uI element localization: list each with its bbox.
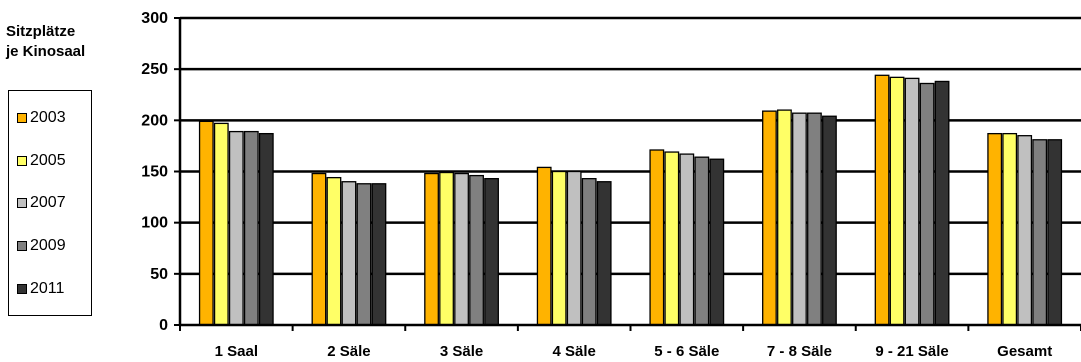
- legend-label-2007: 2007: [30, 194, 66, 211]
- x-tick-label-2: 2 Säle: [327, 343, 370, 360]
- bar-2011-3: [484, 178, 499, 326]
- x-tick-labels: 1 Saal 2 Säle 3 Säle 4 Säle 5 - 6 Säle 7 - 8 …: [215, 343, 1053, 360]
- legend-swatch-2005: [17, 156, 27, 166]
- bar-2005-5: [664, 151, 680, 326]
- bar-2007-8: [1017, 135, 1033, 326]
- y-tick-label-100: 100: [141, 215, 168, 232]
- bar-2003-6: [762, 110, 777, 326]
- y-tick-label-0: 0: [159, 317, 168, 334]
- bar-2009-8: [1032, 139, 1048, 326]
- bar-2007-1: [228, 130, 244, 326]
- legend-label-2005: 2005: [30, 152, 66, 169]
- bar-2007-2: [341, 181, 357, 326]
- y-axis-label-line-1: Sitzplätze: [6, 23, 76, 40]
- legend-label-2003: 2003: [30, 109, 66, 126]
- y-tick-label-200: 200: [141, 112, 168, 129]
- bar-2005-7: [889, 76, 905, 326]
- bar-2009-6: [807, 112, 822, 326]
- legend-swatch-2003: [17, 113, 27, 123]
- legend-label-2011: 2011: [30, 280, 65, 297]
- y-tick-label-150: 150: [141, 164, 168, 181]
- legend-item-2007: 2007: [17, 192, 66, 214]
- bar-2005-8: [1002, 132, 1018, 326]
- bar-2003-2: [311, 172, 327, 326]
- bar-2009-2: [356, 183, 372, 326]
- bar-2003-1: [198, 120, 214, 326]
- bar-2003-7: [874, 74, 890, 326]
- x-tick-label-6: 7 - 8 Säle: [767, 343, 832, 360]
- bar-2005-3: [439, 171, 454, 326]
- x-tick-label-7: 9 - 21 Säle: [875, 343, 948, 360]
- y-axis-label-line-2: je Kinosaal: [6, 43, 86, 60]
- bar-2011-1: [258, 132, 274, 326]
- x-tick-label-8: Gesamt: [997, 343, 1052, 360]
- bar-2011-4: [596, 181, 612, 326]
- bar-2011-8: [1047, 139, 1063, 326]
- bars: [198, 74, 1063, 326]
- bar-2009-3: [469, 174, 484, 326]
- legend-swatch-2011: [17, 284, 27, 294]
- bar-2009-4: [581, 178, 597, 326]
- bar-2003-4: [536, 166, 552, 326]
- legend-item-2003: 2003: [17, 107, 66, 129]
- x-tick-label-4: 4 Säle: [553, 343, 596, 360]
- bar-2005-2: [326, 176, 342, 326]
- bar-2005-6: [777, 109, 792, 326]
- bar-2003-3: [424, 172, 439, 326]
- bar-2009-7: [919, 82, 935, 326]
- bar-2011-6: [822, 115, 837, 326]
- bar-2011-7: [934, 80, 950, 326]
- bar-2007-4: [566, 170, 582, 326]
- bar-2007-6: [792, 112, 807, 326]
- bar-2007-3: [454, 172, 469, 326]
- legend-item-2011: 2011: [17, 278, 64, 300]
- bar-2007-7: [904, 77, 920, 326]
- y-tick-label-300: 300: [141, 10, 168, 27]
- legend-swatch-2007: [17, 198, 27, 208]
- bar-2011-5: [709, 158, 725, 326]
- bar-2009-1: [243, 130, 259, 326]
- y-tick-labels: 0 50 100 150 200 250 300: [141, 10, 168, 334]
- bar-2005-1: [213, 122, 229, 326]
- bar-2003-5: [649, 149, 665, 326]
- legend-item-2005: 2005: [17, 150, 66, 172]
- bar-2003-8: [987, 132, 1003, 326]
- x-tick-label-5: 5 - 6 Säle: [654, 343, 719, 360]
- bar-2005-4: [551, 170, 567, 326]
- legend-item-2009: 2009: [17, 235, 66, 257]
- y-tick-label-50: 50: [150, 266, 168, 283]
- x-tick-label-3: 3 Säle: [440, 343, 483, 360]
- axes: [174, 17, 1081, 331]
- legend-swatch-2009: [17, 241, 27, 251]
- legend: 2003 2005 2007 2009 2011: [8, 90, 92, 316]
- x-tick-label-1: 1 Saal: [215, 343, 258, 360]
- bar-2011-2: [371, 183, 387, 326]
- legend-label-2009: 2009: [30, 237, 66, 254]
- y-tick-label-250: 250: [141, 61, 168, 78]
- bar-2009-5: [694, 156, 710, 326]
- bar-2007-5: [679, 153, 695, 326]
